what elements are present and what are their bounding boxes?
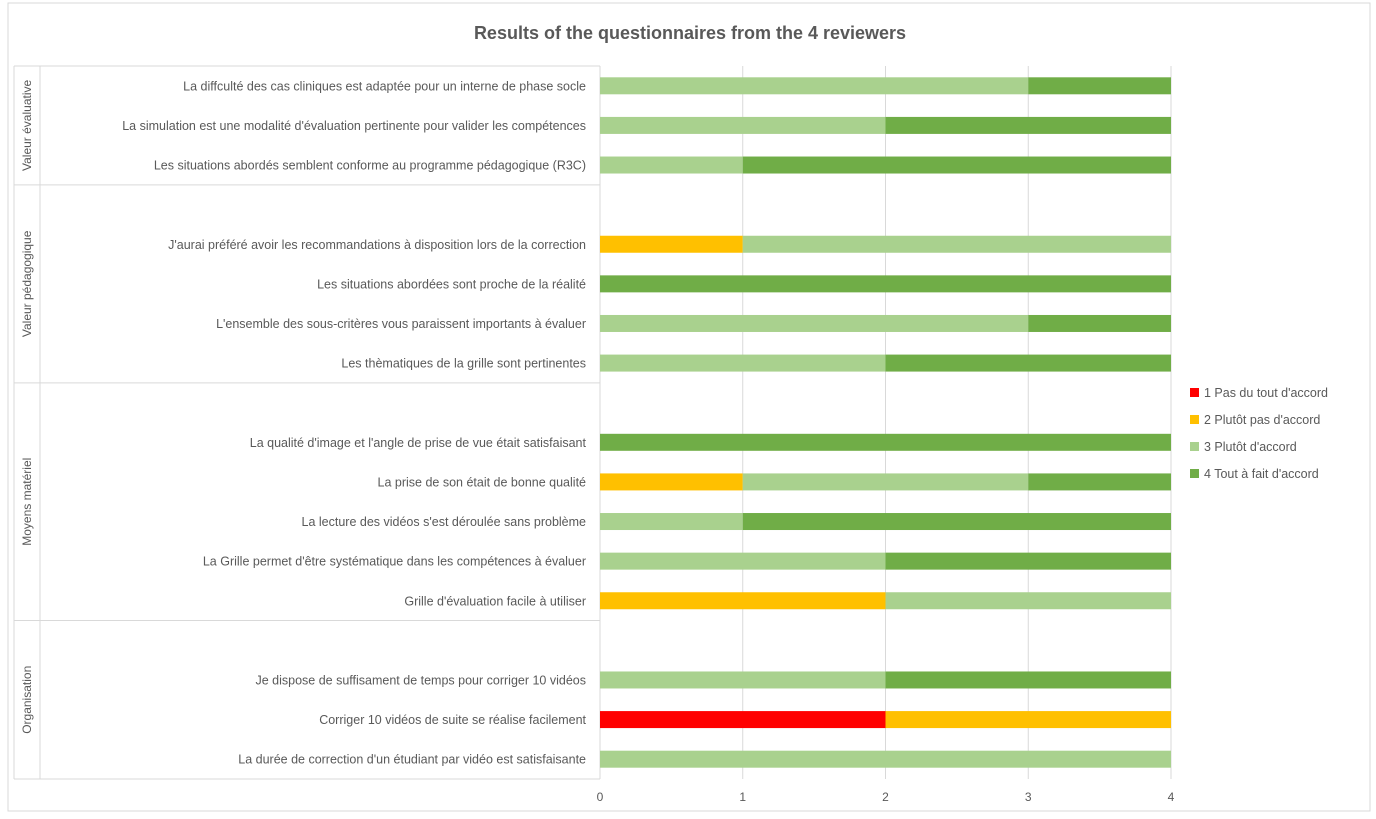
bar-segment <box>600 156 743 174</box>
group-label: Valeur évaluative <box>20 80 34 171</box>
category-label: La prise de son était de bonne qualité <box>378 475 587 489</box>
legend-label: 3 Plutôt d'accord <box>1204 440 1297 454</box>
bar-segment <box>600 314 1029 332</box>
group-label: Moyens matériel <box>20 458 34 546</box>
bar-segment <box>742 235 1171 253</box>
bar-segment <box>742 513 1171 531</box>
category-label: La durée de correction d'un étudiant par… <box>238 753 586 767</box>
x-tick-label: 3 <box>1025 790 1032 804</box>
bar-segment <box>600 433 1171 451</box>
x-tick-label: 2 <box>882 790 889 804</box>
bar-segment <box>600 592 886 610</box>
group-separators: Valeur évaluative Valeur pédagogique Moyen… <box>13 65 600 780</box>
x-tick-label: 0 <box>597 790 604 804</box>
bar-segment <box>885 711 1171 729</box>
bar-segment <box>600 671 886 689</box>
bar-segment <box>885 354 1171 372</box>
bars <box>600 77 1171 768</box>
bar-segment <box>600 750 1171 768</box>
bar-segment <box>885 671 1171 689</box>
legend-swatch <box>1190 415 1199 424</box>
category-label: J'aurai préféré avoir les recommandation… <box>168 238 586 252</box>
bar-segment <box>885 592 1171 610</box>
category-label: La Grille permet d'être systématique dan… <box>203 555 586 569</box>
x-tick-label: 4 <box>1168 790 1175 804</box>
legend-label: 4 Tout à fait d'accord <box>1204 467 1319 481</box>
bar-segment <box>742 156 1171 174</box>
legend-label: 2 Plutôt pas d'accord <box>1204 413 1320 427</box>
bar-segment <box>1028 314 1171 332</box>
legend-label: 1 Pas du tout d'accord <box>1204 386 1328 400</box>
bar-segment <box>600 473 743 491</box>
chart-title: Results of the questionnaires from the 4… <box>474 23 906 43</box>
bar-segment <box>600 354 886 372</box>
bar-segment <box>885 552 1171 570</box>
bar-segment <box>600 77 1029 95</box>
bar-segment <box>600 513 743 531</box>
category-label: La lecture des vidéos s'est déroulée san… <box>302 515 587 529</box>
legend-swatch <box>1190 388 1199 397</box>
bar-segment <box>600 116 886 134</box>
bar-segment <box>600 235 743 253</box>
group-label: Organisation <box>20 666 34 734</box>
category-label: Je dispose de suffisament de temps pour … <box>255 673 586 687</box>
category-label: L'ensemble des sous-critères vous parais… <box>216 317 586 331</box>
category-label: La diffculté des cas cliniques est adapt… <box>183 79 586 93</box>
bar-segment <box>742 473 1029 491</box>
category-label: Les thèmatiques de la grille sont pertin… <box>341 357 586 371</box>
category-label: La simulation est une modalité d'évaluat… <box>122 119 586 133</box>
legend-swatch <box>1190 469 1199 478</box>
bar-segment <box>600 275 1171 293</box>
category-label: Les situations abordés semblent conforme… <box>154 159 586 173</box>
bar-segment <box>600 552 886 570</box>
x-axis-ticks: 0 1 2 3 4 <box>597 790 1175 804</box>
bar-segment <box>600 711 886 729</box>
category-labels: La diffculté des cas cliniques est adapt… <box>122 79 586 766</box>
x-tick-label: 1 <box>739 790 746 804</box>
category-label: La qualité d'image et l'angle de prise d… <box>250 436 587 450</box>
category-label: Grille d'évaluation facile à utiliser <box>404 594 586 608</box>
bar-segment <box>1028 77 1171 95</box>
bar-segment <box>1028 473 1171 491</box>
legend: 1 Pas du tout d'accord 2 Plutôt pas d'acc… <box>1190 386 1328 481</box>
group-label: Valeur pédagogique <box>20 230 34 337</box>
bar-segment <box>885 116 1171 134</box>
legend-swatch <box>1190 442 1199 451</box>
category-label: Corriger 10 vidéos de suite se réalise f… <box>319 713 586 727</box>
category-label: Les situations abordées sont proche de l… <box>317 277 586 291</box>
